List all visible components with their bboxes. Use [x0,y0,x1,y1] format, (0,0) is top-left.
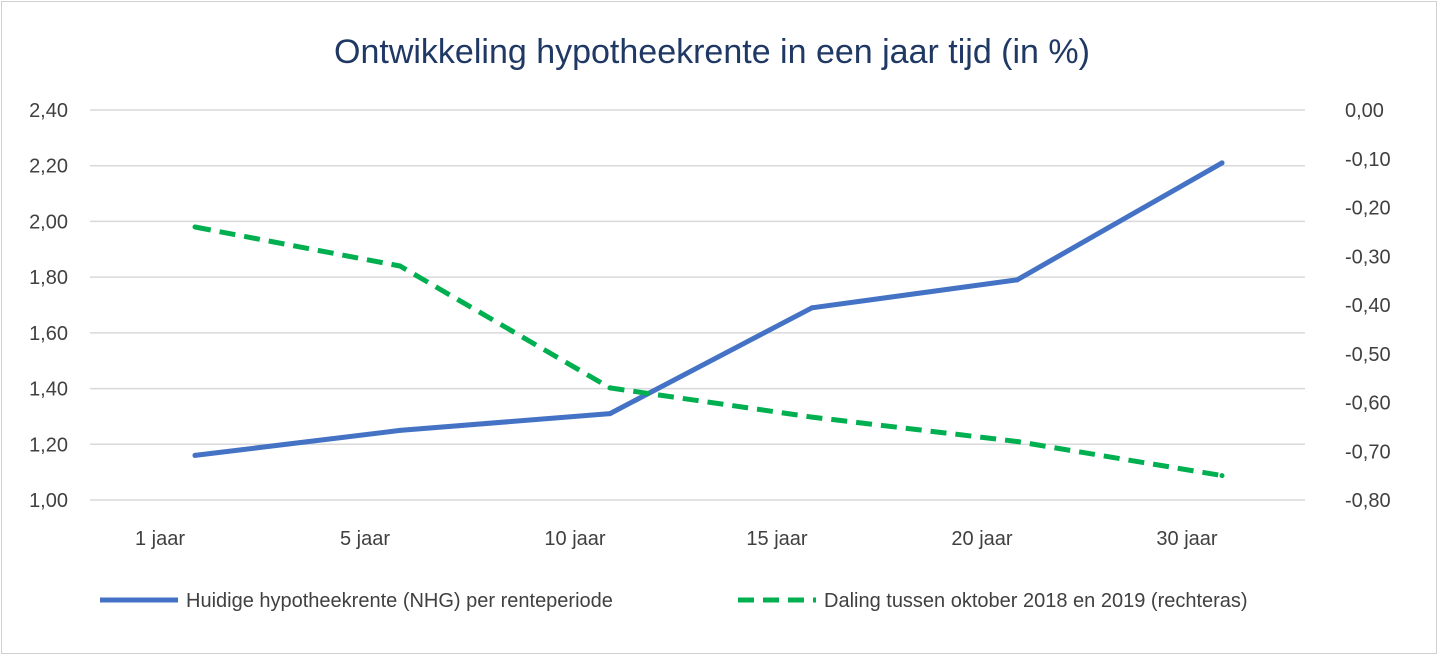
data-point [192,452,198,458]
data-point [809,414,815,420]
left-axis-ticks: 1,00 1,20 1,40 1,60 1,80 2,00 2,20 2,40 [29,100,68,512]
right-tick-label: 0,00 [1345,100,1384,122]
chart-title: Ontwikkeling hypotheekrente in een jaar … [334,33,1090,71]
right-tick-label: -0,20 [1345,198,1391,220]
data-point [1219,160,1225,166]
right-tick-label: -0,80 [1345,490,1391,512]
x-tick-label: 20 jaar [951,528,1012,550]
left-tick-label: 1,40 [29,379,68,401]
series-lines [192,160,1225,479]
x-tick-label: 30 jaar [1156,528,1217,550]
x-tick-label: 15 jaar [746,528,807,550]
right-axis-ticks: -0,80 -0,70 -0,60 -0,50 -0,40 -0,30 -0,20 -0,10… [1345,100,1391,512]
data-point [1014,439,1020,444]
left-tick-label: 1,20 [29,434,68,456]
data-point [809,305,815,311]
series-line-2 [194,224,1223,479]
series-line-1 [192,160,1225,458]
left-tick-label: 2,00 [29,211,68,233]
right-tick-label: -0,60 [1345,393,1391,415]
data-point [1219,473,1225,479]
right-tick-label: -0,40 [1345,295,1391,317]
left-tick-label: 1,60 [29,323,68,345]
right-tick-label: -0,30 [1345,246,1391,268]
right-tick-label: -0,10 [1345,149,1391,171]
data-point [192,224,198,230]
right-tick-label: -0,50 [1345,344,1391,366]
legend-label: Huidige hypotheekrente (NHG) per rentepe… [186,590,613,612]
legend-label: Daling tussen oktober 2018 en 2019 (rech… [824,590,1248,612]
x-tick-label: 10 jaar [544,528,605,550]
legend: Huidige hypotheekrente (NHG) per rentepe… [100,590,1248,612]
left-tick-label: 1,80 [29,267,68,289]
data-point [607,385,613,391]
data-point [607,411,613,417]
right-tick-label: -0,70 [1345,441,1391,463]
x-tick-label: 1 jaar [135,528,185,550]
data-point [397,427,403,433]
gridlines [90,109,1305,501]
left-tick-label: 2,20 [29,156,68,178]
left-tick-label: 1,00 [29,490,68,512]
data-point [397,263,403,269]
left-tick-label: 2,40 [29,100,68,122]
data-point [1014,277,1020,283]
x-axis-ticks: 1 jaar 5 jaar 10 jaar 15 jaar 20 jaar 30 jaar [135,528,1218,550]
x-tick-label: 5 jaar [340,528,390,550]
